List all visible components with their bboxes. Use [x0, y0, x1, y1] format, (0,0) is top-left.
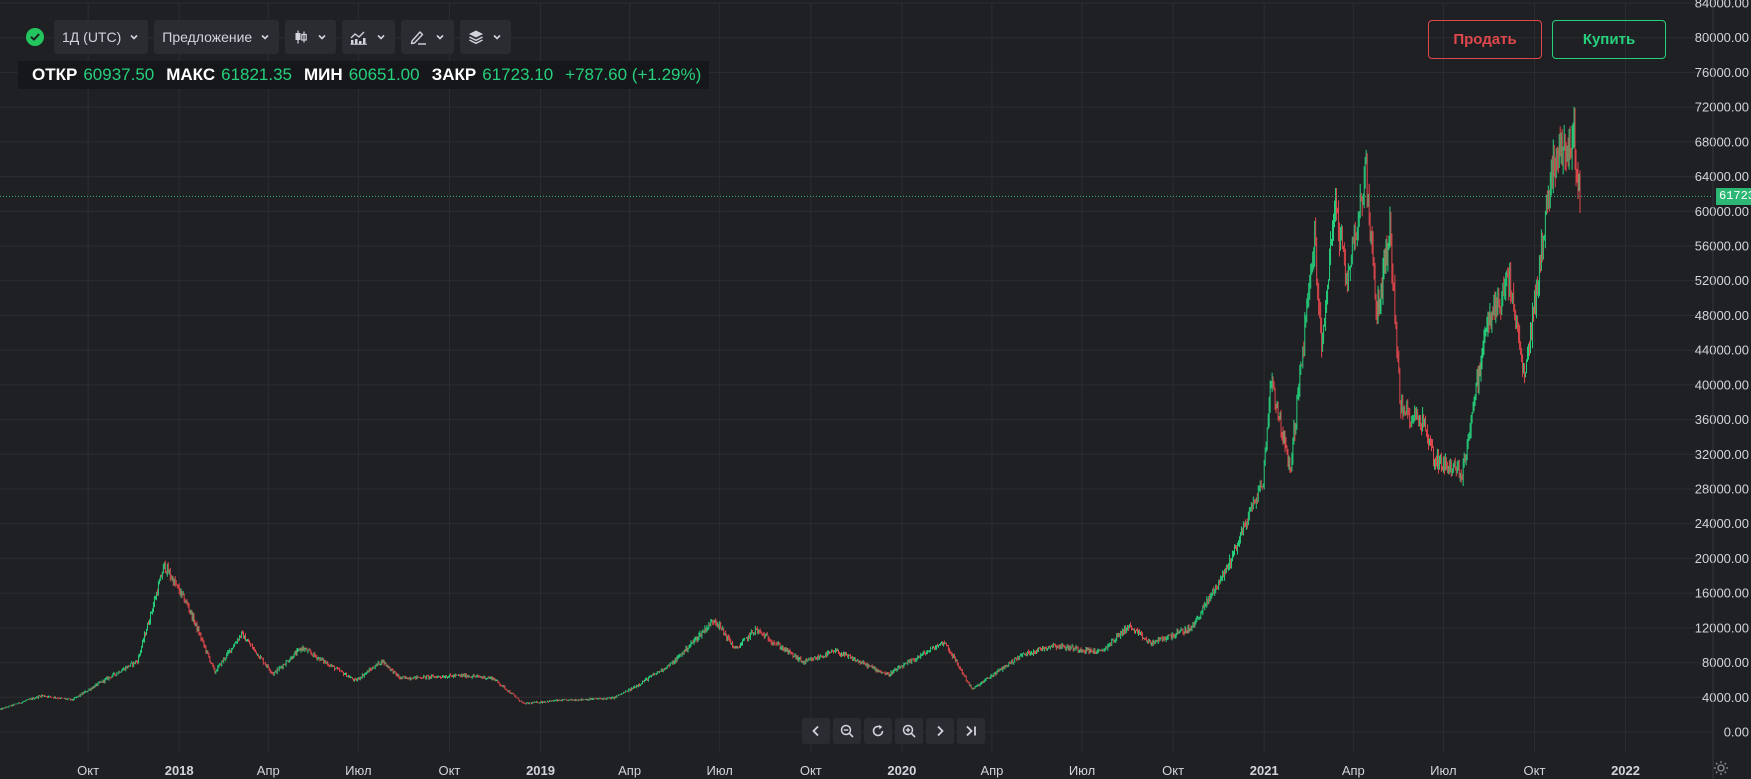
chart-type-dropdown[interactable] — [285, 20, 337, 54]
y-tick-label: 68000.00 — [1695, 134, 1749, 149]
gear-icon[interactable] — [1713, 760, 1729, 776]
high-value: 61821.35 — [221, 65, 293, 84]
zoom-out-button[interactable] — [833, 718, 861, 744]
y-tick-label: 80000.00 — [1695, 30, 1749, 45]
open-label: ОТКР — [32, 65, 78, 84]
chevron-down-icon — [261, 34, 269, 40]
y-tick-label: 16000.00 — [1695, 586, 1749, 601]
open-value: 60937.50 — [83, 65, 155, 84]
reset-button[interactable] — [864, 718, 892, 744]
check-circle-icon — [26, 28, 44, 46]
high-label: МАКС — [166, 65, 216, 84]
chart-toolbar: 1Д (UTC) Предложение — [22, 20, 512, 54]
ohlc-legend: ОТКР 60937.50 МАКС 61821.35 МИН 60651.00 ЗА… — [18, 61, 710, 89]
reset-icon — [872, 724, 884, 737]
zoom-out-icon — [840, 724, 854, 738]
x-tick-label: 2022 — [1611, 763, 1640, 778]
x-tick-label: Окт — [1162, 763, 1184, 778]
y-tick-label: 56000.00 — [1695, 239, 1749, 254]
interval-label: 1Д (UTC) — [62, 29, 122, 45]
x-tick-label: Окт — [1524, 763, 1546, 778]
go-to-end-button[interactable] — [957, 718, 985, 744]
low-label: МИН — [304, 65, 343, 84]
y-tick-label: 12000.00 — [1695, 620, 1749, 635]
chart-navigation — [802, 718, 985, 744]
layers-icon — [469, 30, 484, 45]
x-tick-label: 2020 — [887, 763, 916, 778]
x-tick-label: 2018 — [165, 763, 194, 778]
candlestick-icon — [295, 30, 308, 44]
low-value: 60651.00 — [348, 65, 420, 84]
y-tick-label: 60000.00 — [1695, 204, 1749, 219]
chevron-down-icon — [377, 34, 385, 40]
x-tick-label: Апр — [1342, 763, 1365, 778]
y-tick-label: 40000.00 — [1695, 377, 1749, 392]
x-tick-label: Окт — [800, 763, 822, 778]
pen-icon — [411, 31, 427, 45]
layers-dropdown[interactable] — [460, 20, 512, 54]
x-tick-label: Июл — [1430, 763, 1456, 778]
x-tick-label: Апр — [257, 763, 280, 778]
x-tick-label: 2021 — [1250, 763, 1279, 778]
x-tick-label: Июл — [1069, 763, 1095, 778]
buy-button[interactable]: Купить — [1552, 20, 1666, 59]
chevron-down-icon — [493, 34, 501, 40]
y-tick-label: 84000.00 — [1695, 0, 1749, 11]
y-tick-label: 0.00 — [1724, 725, 1749, 740]
chevron-down-icon — [436, 34, 444, 40]
indicators-dropdown[interactable] — [342, 20, 396, 54]
chevron-down-icon — [318, 34, 326, 40]
x-tick-label: Апр — [618, 763, 641, 778]
y-tick-label: 8000.00 — [1702, 655, 1749, 670]
x-tick-label: Июл — [345, 763, 371, 778]
y-tick-label: 36000.00 — [1695, 412, 1749, 427]
x-tick-label: 2019 — [526, 763, 555, 778]
sell-button[interactable]: Продать — [1428, 20, 1542, 59]
y-tick-label: 44000.00 — [1695, 343, 1749, 358]
y-tick-label: 76000.00 — [1695, 65, 1749, 80]
scroll-right-button[interactable] — [926, 718, 954, 744]
indicators-icon — [350, 31, 368, 45]
scroll-left-button[interactable] — [802, 718, 830, 744]
y-tick-label: 28000.00 — [1695, 482, 1749, 497]
y-tick-label: 72000.00 — [1695, 100, 1749, 115]
chevron-right-icon — [937, 725, 944, 737]
y-tick-label: 4000.00 — [1702, 690, 1749, 705]
x-tick-label: Окт — [77, 763, 99, 778]
last-price-label: 61723.10 — [1716, 187, 1751, 205]
y-tick-label: 20000.00 — [1695, 551, 1749, 566]
y-tick-label: 32000.00 — [1695, 447, 1749, 462]
zoom-in-icon — [902, 724, 916, 738]
interval-dropdown[interactable]: 1Д (UTC) — [54, 20, 149, 54]
drawing-tools-dropdown[interactable] — [401, 20, 455, 54]
y-tick-label: 52000.00 — [1695, 273, 1749, 288]
connection-status[interactable] — [22, 20, 48, 54]
zoom-in-button[interactable] — [895, 718, 923, 744]
x-tick-label: Апр — [980, 763, 1003, 778]
chevron-down-icon — [130, 34, 138, 40]
go-to-end-icon — [966, 725, 976, 737]
y-tick-label: 64000.00 — [1695, 169, 1749, 184]
y-tick-label: 48000.00 — [1695, 308, 1749, 323]
close-value: 61723.10 — [482, 65, 554, 84]
x-tick-label: Июл — [707, 763, 733, 778]
close-label: ЗАКР — [431, 65, 477, 84]
x-tick-label: Окт — [438, 763, 460, 778]
price-type-label: Предложение — [162, 29, 253, 45]
y-tick-label: 24000.00 — [1695, 516, 1749, 531]
chevron-left-icon — [812, 725, 819, 737]
change-value: +787.60 (+1.29%) — [565, 65, 702, 84]
price-type-dropdown[interactable]: Предложение — [154, 20, 280, 54]
